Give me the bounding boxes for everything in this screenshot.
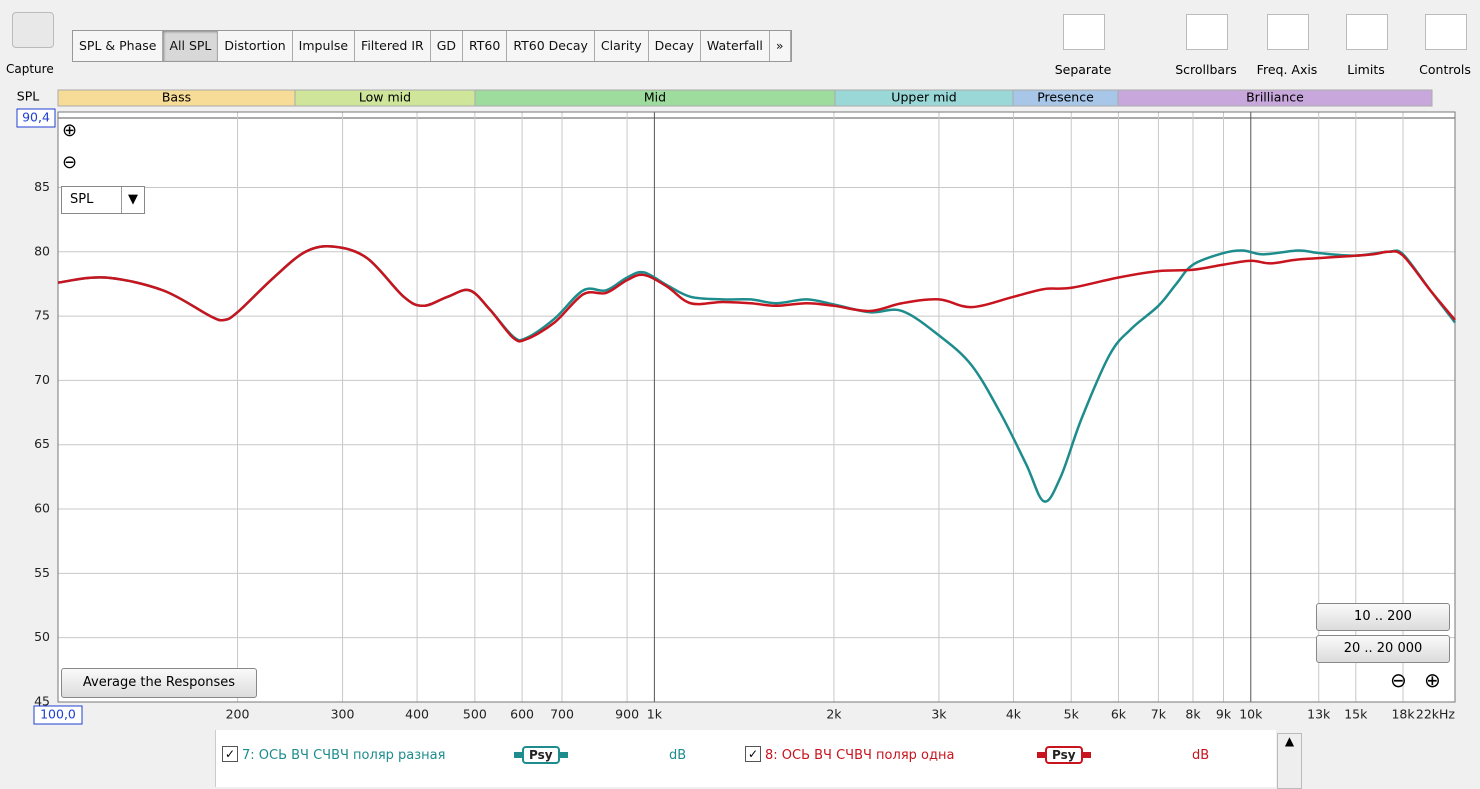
tool-label[interactable]: Freq. Axis — [1256, 62, 1318, 77]
zoom-out[interactable]: ⊖ — [1390, 668, 1407, 692]
x-tick-label: 200 — [226, 707, 250, 722]
band-label: Upper mid — [891, 90, 956, 105]
y-tick-label: 75 — [34, 308, 50, 323]
band-label: Mid — [644, 90, 666, 105]
y-tick-label: 60 — [34, 501, 50, 516]
tool-icon[interactable] — [1425, 14, 1467, 50]
tool-icon[interactable] — [1186, 14, 1228, 50]
tab[interactable]: RT60 Decay — [507, 31, 595, 61]
x-tick-label: 8k — [1185, 707, 1201, 722]
tool-icon[interactable] — [1267, 14, 1309, 50]
y-tick-label: 45 — [34, 694, 50, 709]
zoom-out[interactable]: ⊖ — [62, 152, 78, 173]
band — [1117, 89, 1433, 107]
tool-label[interactable]: Separate — [1054, 62, 1112, 77]
tab-bar: SPL & Phase All SPL Distortion Impulse Filte… — [72, 30, 792, 62]
limit-box — [33, 705, 83, 725]
tab[interactable]: Filtered IR — [355, 31, 431, 61]
tool-label[interactable]: Limits — [1347, 62, 1385, 77]
x-tick-label: 700 — [550, 707, 574, 722]
plot-frame — [57, 111, 1456, 703]
x-tick-label: 18k — [1391, 707, 1415, 722]
x-tick-label: 6k — [1111, 707, 1127, 722]
scrollbar[interactable]: ▲ — [1277, 733, 1302, 789]
legend-unit: dB — [669, 748, 687, 763]
legend-label: 7: ОСЬ ВЧ СЧВЧ поляр разная — [242, 748, 446, 763]
x-tick-label: 4k — [1006, 707, 1022, 722]
zoom-in[interactable]: ⊕ — [62, 120, 78, 141]
x-tick-label: 600 — [510, 707, 534, 722]
tab[interactable]: All SPL — [163, 31, 219, 61]
y-tick-label: 50 — [34, 629, 50, 644]
tab[interactable]: Decay — [649, 31, 701, 61]
y-tick-label: 85 — [34, 179, 50, 194]
tab[interactable]: SPL & Phase — [73, 31, 164, 61]
tab[interactable]: Clarity — [595, 31, 649, 61]
legend-checkbox[interactable]: ✓ — [222, 746, 238, 762]
tool-icon[interactable] — [1063, 14, 1105, 50]
tab[interactable]: Waterfall — [701, 31, 770, 61]
capture-label[interactable]: Capture — [6, 62, 54, 76]
band-label: Low mid — [359, 90, 411, 105]
limit-box — [16, 108, 56, 128]
range-button[interactable]: 20 .. 20 000 — [1316, 635, 1450, 663]
x-tick-label: 1k — [647, 707, 663, 722]
y-tick-label: 90,4 — [22, 110, 50, 125]
y-tick-label: 70 — [34, 372, 50, 387]
legend-label: 8: ОСЬ ВЧ СЧВЧ поляр одна — [765, 748, 955, 763]
dropdown-value: SPL — [70, 192, 94, 207]
x-tick-label: 15k — [1344, 707, 1368, 722]
x-tick-label: 9k — [1216, 707, 1232, 722]
x-tick-label: 2k — [826, 707, 842, 722]
legend-badge[interactable]: Psy — [1045, 746, 1083, 764]
legend-badge[interactable]: Psy — [522, 746, 560, 764]
x-tick-label: 3k — [931, 707, 947, 722]
capture-icon[interactable] — [12, 12, 54, 48]
tab[interactable]: Distortion — [218, 31, 293, 61]
x-tick-label: 100,0 — [40, 707, 76, 722]
series-line — [57, 245, 1456, 343]
band-label: Brilliance — [1246, 90, 1304, 105]
plot-area — [58, 112, 1455, 702]
y-axis-label: SPL — [17, 89, 39, 104]
x-tick-label: 500 — [463, 707, 487, 722]
y-tick-label: 65 — [34, 436, 50, 451]
tool-label[interactable]: Controls — [1419, 62, 1471, 77]
tool-icon[interactable] — [1346, 14, 1388, 50]
band-label: Bass — [162, 90, 191, 105]
dropdown-arrow: ▼ — [121, 187, 144, 213]
x-tick-label: 10k — [1239, 707, 1263, 722]
tab[interactable]: GD — [431, 31, 464, 61]
x-tick-label: 900 — [615, 707, 639, 722]
band-label: Presence — [1037, 90, 1094, 105]
tab[interactable]: Impulse — [293, 31, 356, 61]
measure-dropdown[interactable]: SPL ▼ — [61, 186, 145, 214]
range-button[interactable]: 10 .. 200 — [1316, 603, 1450, 631]
average-button[interactable]: Average the Responses — [61, 668, 257, 698]
legend-unit: dB — [1192, 748, 1210, 763]
zoom-in[interactable]: ⊕ — [1424, 668, 1441, 692]
tab[interactable]: » — [770, 31, 791, 61]
y-tick-label: 55 — [34, 565, 50, 580]
legend-checkbox[interactable]: ✓ — [745, 746, 761, 762]
y-tick-label: 80 — [34, 243, 50, 258]
x-tick-label: 400 — [405, 707, 429, 722]
x-tick-label: 22kHz — [1416, 707, 1456, 722]
tool-label[interactable]: Scrollbars — [1175, 62, 1237, 77]
tab[interactable]: RT60 — [463, 31, 508, 61]
x-tick-label: 300 — [331, 707, 355, 722]
x-tick-label: 7k — [1151, 707, 1167, 722]
x-tick-label: 5k — [1064, 707, 1080, 722]
x-tick-label: 13k — [1307, 707, 1331, 722]
